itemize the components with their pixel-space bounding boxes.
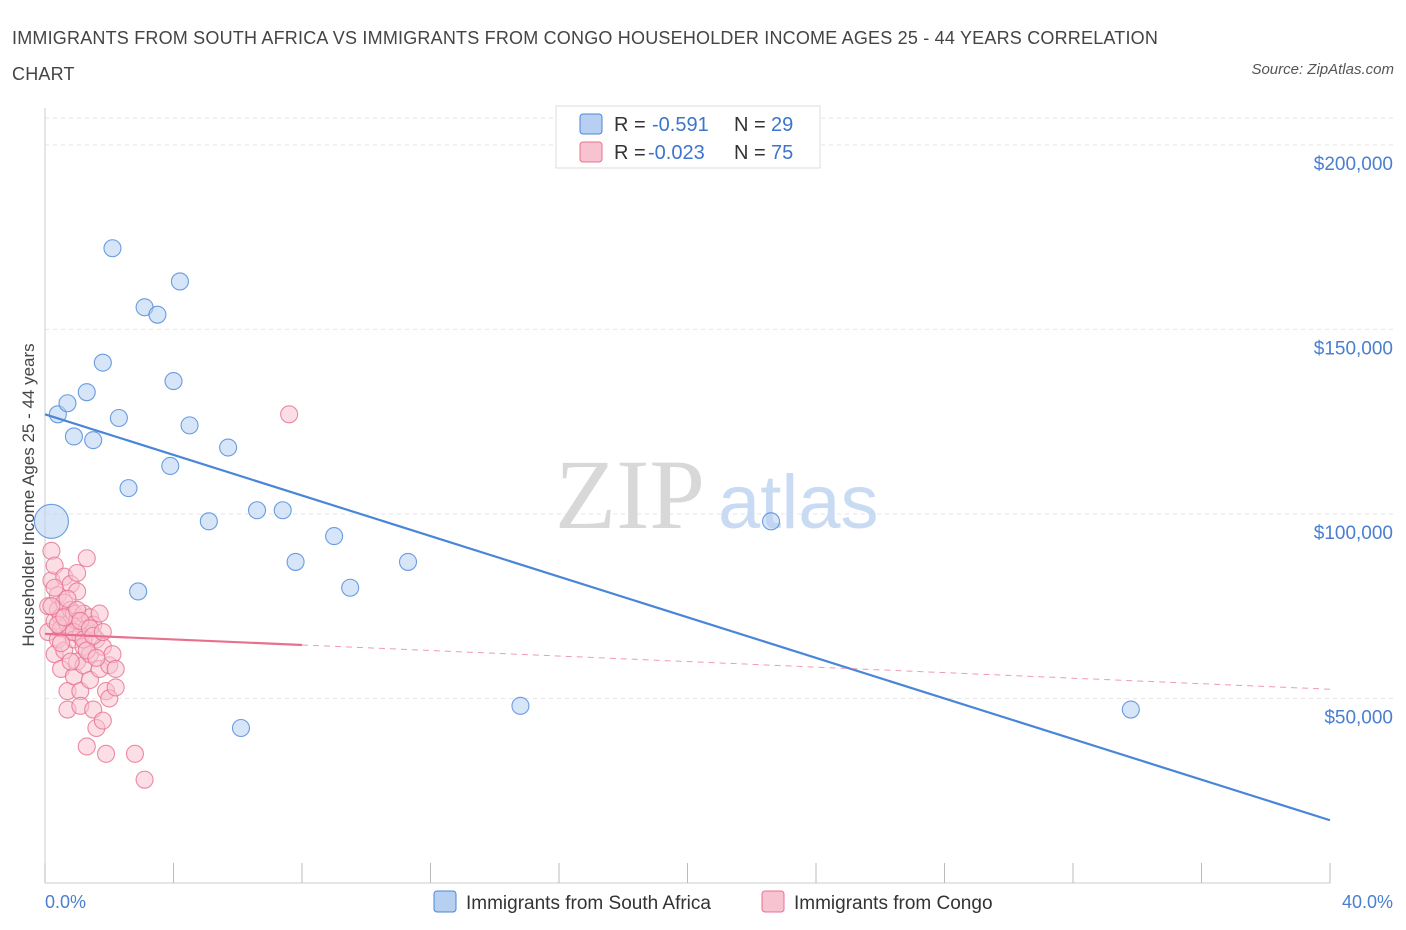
trend-lines	[44, 413, 1331, 822]
legend-r-value-0: -0.591	[652, 114, 709, 136]
congo-point	[42, 597, 61, 616]
y-tick-label: $50,000	[1324, 707, 1393, 728]
south-africa-point	[129, 582, 148, 601]
south-africa-point	[398, 552, 418, 571]
bottom-legend-swatch-congo	[761, 890, 785, 913]
congo-point	[90, 604, 109, 623]
x-tick-label-max: 40.0%	[1342, 892, 1393, 912]
chart-title: IMMIGRANTS FROM SOUTH AFRICA VS IMMIGRAN…	[12, 28, 1159, 84]
congo-point	[135, 770, 154, 789]
legend-r-label-1: R =	[614, 142, 646, 164]
south-africa-point	[84, 431, 103, 450]
bottom-legend-label-south-africa: Immigrants from South Africa	[466, 893, 711, 914]
south-africa-point	[119, 479, 138, 498]
south-africa-point	[286, 552, 305, 571]
legend-r-label-0: R =	[614, 114, 646, 136]
congo-points	[39, 405, 299, 789]
south-africa-point	[161, 456, 180, 476]
south-africa-point	[64, 427, 83, 446]
congo-point	[45, 578, 64, 597]
south-africa-point	[231, 718, 251, 738]
south-africa-point	[77, 383, 96, 402]
congo-point	[93, 711, 112, 730]
south-africa-trend-line	[44, 413, 1331, 822]
congo-point	[77, 737, 96, 756]
south-africa-point	[219, 438, 238, 457]
source-label: Source: ZipAtlas.com	[1251, 61, 1394, 78]
south-africa-point	[511, 696, 530, 715]
congo-trend-line-dashed	[301, 644, 1331, 690]
south-africa-point	[325, 527, 344, 546]
south-africa-point	[164, 372, 183, 391]
south-africa-point	[33, 503, 69, 539]
congo-point	[42, 541, 61, 560]
congo-point	[125, 744, 144, 763]
south-africa-point	[341, 578, 360, 597]
congo-point	[68, 563, 87, 583]
congo-point	[93, 622, 112, 642]
legend-n-value-1: 75	[771, 142, 793, 164]
x-tick-marks	[44, 863, 1331, 883]
south-africa-point	[58, 394, 77, 413]
bottom-legend: Immigrants from South Africa Immigrants …	[433, 890, 993, 914]
watermark: ZIP atlas	[555, 439, 879, 550]
south-africa-point	[109, 408, 128, 428]
legend-r-value-1: -0.023	[648, 142, 705, 164]
congo-point	[280, 405, 299, 424]
south-africa-point	[1121, 700, 1140, 719]
y-axis-label: Householder Income Ages 25 - 44 years	[19, 343, 38, 646]
congo-point	[106, 659, 125, 679]
congo-point	[103, 645, 122, 664]
legend-swatch-south-africa	[579, 113, 603, 135]
y-tick-label: $200,000	[1314, 154, 1393, 175]
legend-n-label-1: N =	[734, 142, 766, 164]
legend-n-label-0: N =	[734, 114, 766, 136]
south-africa-point	[273, 501, 292, 520]
south-africa-point	[170, 272, 189, 291]
south-africa-point	[93, 353, 112, 372]
south-africa-point	[103, 239, 122, 258]
legend-n-value-0: 29	[771, 114, 793, 136]
south-africa-point	[247, 501, 267, 520]
congo-point	[106, 678, 125, 697]
x-tick-label-min: 0.0%	[45, 892, 86, 912]
south-africa-point	[761, 512, 781, 531]
y-tick-labels: $50,000 $100,000 $150,000 $200,000	[1314, 154, 1393, 729]
congo-point	[96, 744, 116, 763]
congo-trend-line	[44, 632, 303, 647]
bottom-legend-swatch-south-africa	[433, 890, 457, 913]
grid-lines	[45, 117, 1393, 699]
legend-swatch-congo	[579, 141, 603, 163]
congo-point	[87, 648, 106, 667]
south-africa-point	[180, 416, 199, 435]
y-tick-label: $150,000	[1314, 338, 1393, 359]
bottom-legend-label-congo: Immigrants from Congo	[794, 893, 993, 914]
watermark-atlas: atlas	[718, 460, 879, 545]
south-africa-point	[148, 305, 167, 324]
watermark-zip: ZIP	[555, 439, 705, 550]
congo-point	[61, 652, 80, 671]
south-africa-points	[33, 239, 1140, 738]
congo-point	[77, 549, 96, 568]
legend: R = -0.591 N = 29 R = -0.023 N = 75	[555, 105, 821, 169]
y-tick-label: $100,000	[1314, 523, 1393, 544]
south-africa-point	[199, 512, 218, 531]
